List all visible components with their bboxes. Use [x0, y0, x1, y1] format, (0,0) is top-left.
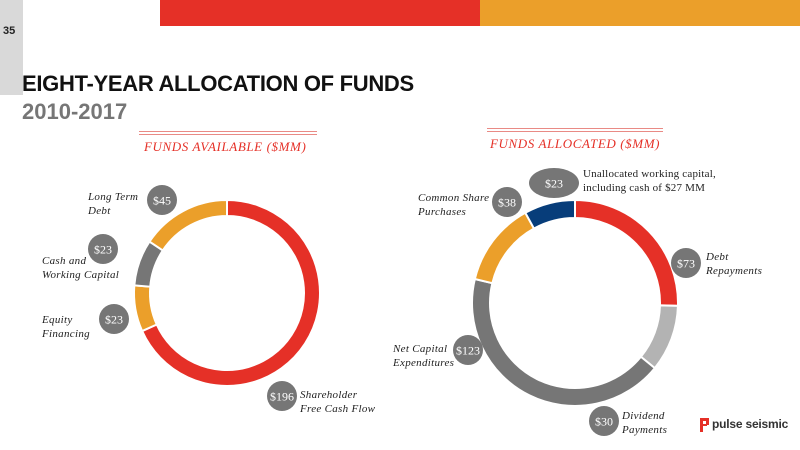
value-label-net-capex: $123 — [456, 344, 480, 358]
label-line: Unallocated working capital, — [583, 168, 716, 180]
label-line: Equity — [42, 314, 73, 326]
label-line: Free Cash Flow — [300, 403, 376, 415]
value-label-dividend: $30 — [595, 415, 613, 429]
page-title: EIGHT-YEAR ALLOCATION OF FUNDS — [22, 71, 414, 96]
donut-slice-dividend-payments — [639, 304, 679, 370]
donut-slice-equity-financing — [133, 284, 159, 333]
label-line: Debt — [88, 205, 111, 217]
label-line: Debt — [706, 251, 729, 263]
bubble-unallocated: $23 — [529, 168, 579, 198]
label-line: Dividend — [622, 410, 665, 422]
label-line: Payments — [622, 424, 668, 436]
right-heading-rule-top-1 — [487, 128, 663, 129]
label-equity-financing: Equity Financing — [42, 313, 90, 341]
donut-slice-net-capital-expenditures — [471, 277, 657, 407]
page-number-tab — [0, 0, 23, 95]
donut-slice-debt-repayments — [574, 198, 679, 307]
bubble-long-term-debt: $45 — [147, 185, 177, 215]
value-label-shareholder-fcf: $196 — [270, 390, 294, 404]
value-label-common-share: $38 — [498, 196, 516, 210]
label-line: Common Share — [418, 192, 490, 204]
donut-slice-unallocated-working-capital-including-cash-of-27-mm — [523, 198, 576, 230]
label-line: Working Capital — [42, 269, 120, 281]
label-long-term-debt: Long Term Debt — [88, 190, 138, 218]
bubble-equity-financing: $23 — [99, 304, 129, 334]
label-line: Net Capital — [393, 343, 448, 355]
value-bubble — [88, 234, 118, 264]
pulse-seismic-logo-icon — [700, 418, 709, 432]
page-subtitle: 2010-2017 — [22, 99, 128, 124]
bubble-shareholder-fcf: $196 — [267, 381, 297, 411]
label-line: Long Term — [88, 191, 139, 203]
donut-slice-long-term-debt — [148, 198, 228, 252]
value-bubble — [453, 335, 483, 365]
header-orange-bar — [480, 0, 800, 26]
value-label-equity-financing: $23 — [105, 313, 123, 327]
label-line: Financing — [42, 328, 90, 340]
label-common-share: Common Share Purchases — [418, 191, 489, 219]
label-line: Expenditures — [393, 357, 455, 369]
header-red-bar — [160, 0, 480, 26]
left-heading-rule-top-2 — [139, 134, 317, 135]
funds-available-heading: FUNDS AVAILABLE ($MM) — [144, 139, 307, 154]
funds-allocated-donut — [471, 198, 679, 407]
bubble-net-capex: $123 — [453, 335, 483, 365]
label-dividend: Dividend Payments — [622, 409, 667, 437]
logo-text: pulse seismic — [712, 417, 789, 431]
label-net-capex: Net Capital Expenditures — [393, 342, 454, 370]
label-line: Shareholder — [300, 389, 358, 401]
value-bubble — [267, 381, 297, 411]
funds-allocated-heading: FUNDS ALLOCATED ($MM) — [490, 136, 661, 151]
left-heading-rule-top-1 — [139, 131, 317, 132]
value-bubble — [671, 248, 701, 278]
value-bubble — [492, 187, 522, 217]
right-heading-rule-top-2 — [487, 131, 663, 132]
label-shareholder-fcf: Shareholder Free Cash Flow — [300, 388, 375, 416]
value-bubble — [589, 406, 619, 436]
value-bubble — [99, 304, 129, 334]
label-line: Repayments — [706, 265, 763, 277]
label-cash-working-capital: Cash and Working Capital — [42, 254, 119, 282]
bubble-cash-working-capital: $23 — [88, 234, 118, 264]
value-label-cash-working-capital: $23 — [94, 243, 112, 257]
value-label-long-term-debt: $45 — [153, 194, 171, 208]
donut-slice-common-share-purchases — [473, 211, 536, 285]
bubble-debt-repayments: $73 — [671, 248, 701, 278]
value-bubble — [147, 185, 177, 215]
page-number: 35 — [3, 25, 16, 37]
label-line: including cash of $27 MM — [583, 182, 706, 194]
label-unallocated: Unallocated working capital, including c… — [583, 167, 716, 195]
value-bubble — [529, 168, 579, 198]
value-label-debt-repayments: $73 — [677, 257, 695, 271]
label-line: Purchases — [418, 206, 467, 218]
funds-available-donut — [133, 198, 321, 387]
label-debt-repayments: Debt Repayments — [706, 250, 762, 278]
label-line: Cash and — [42, 255, 87, 267]
value-label-unallocated: $23 — [545, 177, 563, 191]
bubble-common-share: $38 — [492, 187, 522, 217]
bubble-dividend: $30 — [589, 406, 619, 436]
